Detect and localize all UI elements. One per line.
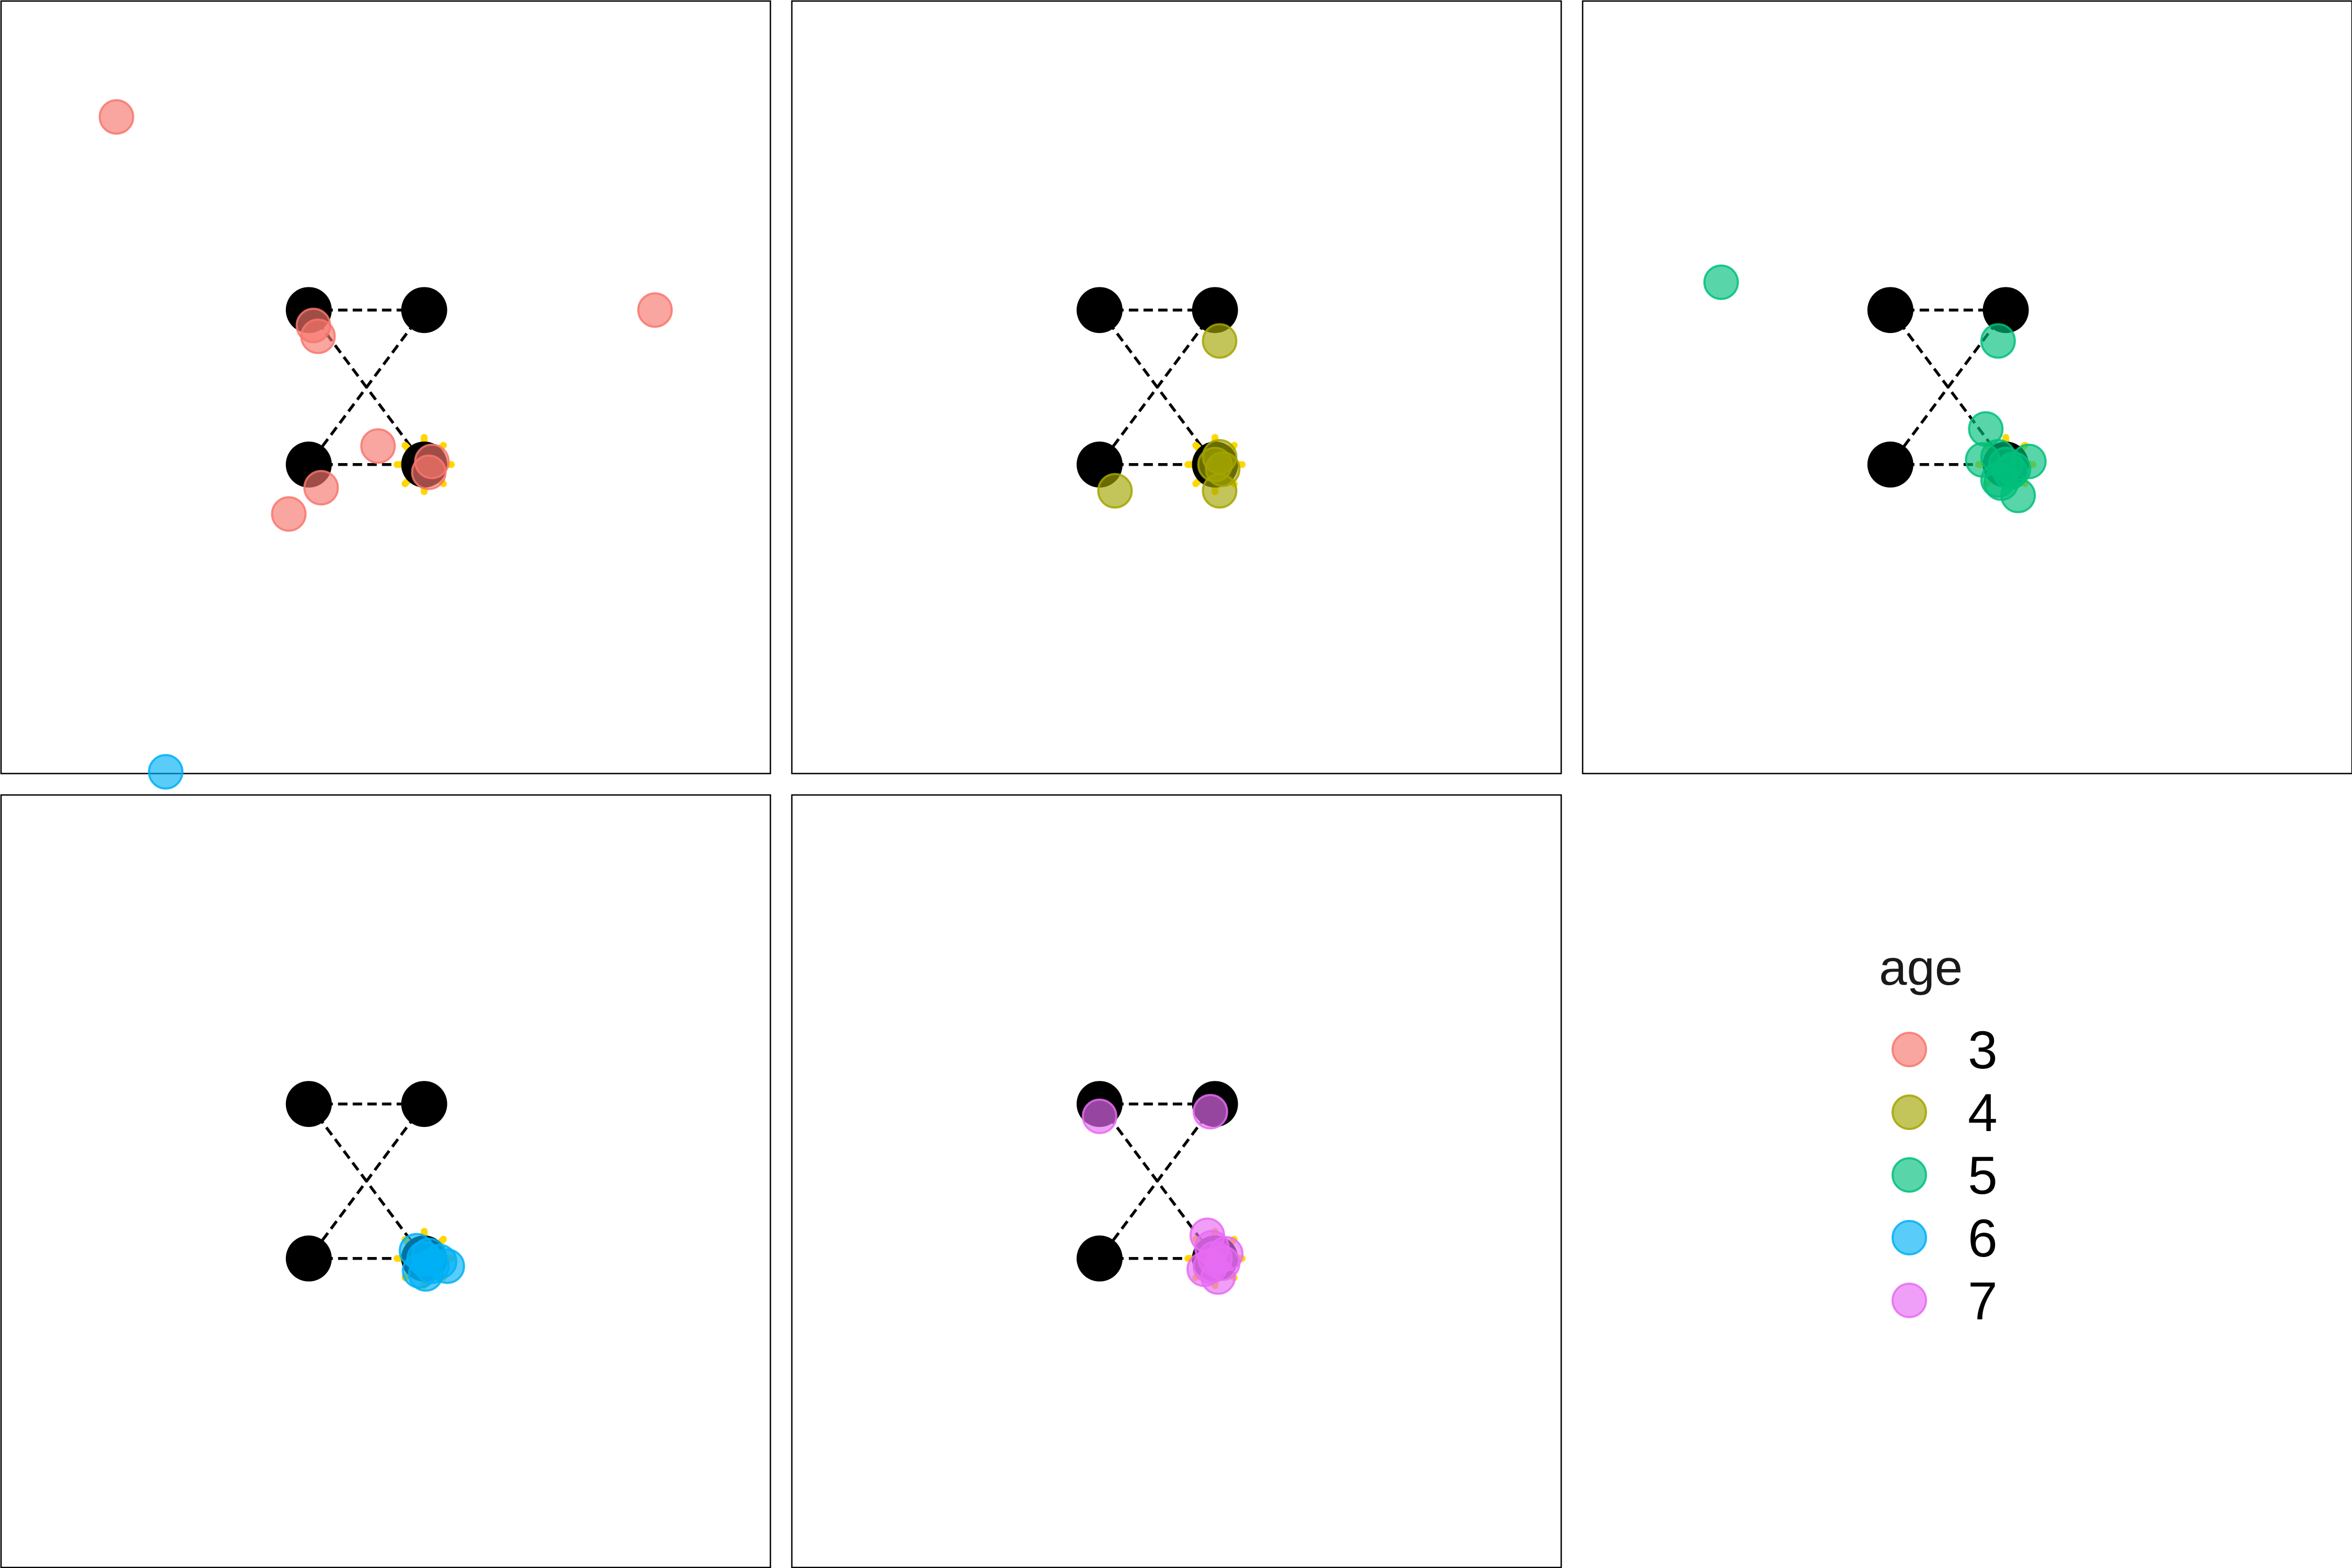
reference-node: [1982, 287, 2029, 333]
data-point: [1202, 323, 1238, 359]
reference-node: [1867, 441, 1913, 488]
data-point: [1202, 473, 1238, 509]
panel-frame: [1582, 0, 2352, 775]
reference-node: [285, 1081, 332, 1127]
data-point: [1081, 1098, 1117, 1134]
data-point: [303, 470, 339, 506]
dashed-link: [1098, 1103, 1216, 1260]
reference-node: [1076, 1235, 1123, 1282]
data-point: [148, 754, 184, 790]
data-point: [1992, 454, 2028, 490]
data-point: [300, 318, 336, 354]
panel-frame: [0, 794, 771, 1568]
data-point: [414, 443, 450, 479]
dashed-link: [307, 309, 425, 466]
reference-node: [1076, 287, 1123, 333]
legend-key: [1892, 1220, 1927, 1255]
legend-key: [1892, 1283, 1927, 1318]
data-point: [98, 99, 134, 135]
panel-age-6: [0, 754, 771, 1568]
reference-node: [401, 1081, 447, 1127]
reference-node: [1192, 287, 1238, 333]
data-point: [1980, 323, 2016, 359]
panel-age-7: [791, 794, 1562, 1568]
data-point: [637, 292, 673, 328]
legend-key: [1892, 1094, 1927, 1130]
dashed-link: [1098, 309, 1216, 466]
legend-label: 6: [1968, 1208, 1998, 1268]
legend-label: 4: [1968, 1083, 1998, 1143]
legend-label: 5: [1968, 1146, 1998, 1205]
data-point: [1192, 1093, 1228, 1129]
data-point: [1194, 1230, 1230, 1266]
panel-frame: [791, 0, 1562, 775]
panel-frame: [0, 0, 771, 775]
reference-node: [401, 287, 447, 333]
data-point: [1097, 473, 1133, 509]
panel-frame: [791, 794, 1562, 1568]
panel-age-3: [0, 0, 771, 775]
reference-node: [1867, 287, 1913, 333]
data-point: [1703, 264, 1739, 300]
legend-title: age: [1879, 940, 1963, 996]
data-point: [408, 1256, 444, 1292]
legend-key: [1892, 1157, 1927, 1193]
legend-label: 3: [1968, 1020, 1998, 1080]
reference-node: [285, 1235, 332, 1282]
panel-age-5: [1582, 0, 2352, 775]
legend-label: 7: [1968, 1271, 1998, 1331]
legend-key: [1892, 1032, 1927, 1067]
data-point: [360, 428, 396, 464]
data-point: [271, 496, 307, 532]
panel-age-4: [791, 0, 1562, 775]
dashed-link: [307, 1103, 425, 1260]
